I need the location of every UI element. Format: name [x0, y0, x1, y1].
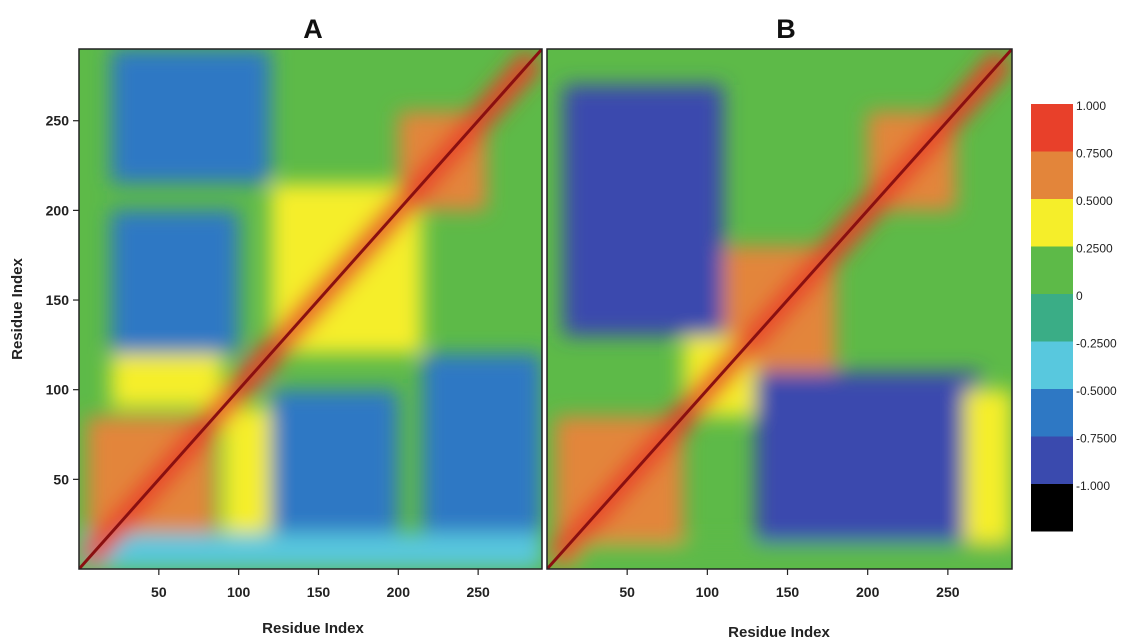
colorbar-label: -0.5000: [1076, 384, 1117, 398]
colorbar-swatch: [1031, 246, 1073, 294]
panel-a-x-tick-label: 250: [466, 584, 490, 600]
panel-a-x-tick-label: 100: [227, 584, 251, 600]
panel-b-x-tick-label: 150: [776, 584, 800, 600]
panel-a-y-tick-label: 250: [46, 113, 70, 129]
panel-a-block: [110, 353, 223, 408]
colorbar: 1.000 0.7500 0.5000 0.2500 0 -0.2500 -0.5000 -0…: [1031, 99, 1117, 532]
panel-b-ticks: 50 100 150 200 250: [619, 569, 960, 600]
colorbar-label: 1.000: [1076, 99, 1106, 113]
colorbar-swatch: [1031, 294, 1073, 342]
panel-b-xlabel: Residue Index: [728, 624, 830, 641]
panel-a-ticks: 50 100 150 200 250 50 100 150 200 250: [46, 113, 490, 600]
panel-a-xlabel: Residue Index: [262, 620, 364, 637]
panel-a-y-tick-label: 150: [46, 292, 70, 308]
panel-a-y-tick-label: 50: [53, 471, 69, 487]
panel-a-block: [110, 49, 271, 184]
colorbar-label: 0.2500: [1076, 242, 1113, 256]
colorbar-swatch: [1031, 389, 1073, 437]
panel-b-block: [547, 542, 1012, 569]
panel-a-ylabel: Residue Index: [9, 257, 26, 359]
panel-b-title: B: [776, 14, 796, 44]
panel-a-y-tick-label: 100: [46, 382, 70, 398]
colorbar-swatch: [1031, 151, 1073, 199]
colorbar-swatch: [1031, 341, 1073, 389]
panel-b-x-tick-label: 200: [856, 584, 880, 600]
panel-b: B 50 100 150 200 250 Residue Index: [546, 14, 1013, 641]
panel-a-x-tick-label: 50: [151, 584, 167, 600]
panel-a-block: [79, 533, 542, 569]
panel-a-y-tick-label: 200: [46, 202, 70, 218]
panel-b-frame: [546, 48, 1013, 570]
colorbar-label: 0.5000: [1076, 194, 1113, 208]
panel-a-block: [422, 353, 542, 534]
panel-b-x-tick-label: 100: [696, 584, 720, 600]
colorbar-swatch: [1031, 199, 1073, 247]
panel-a-x-tick-label: 200: [387, 584, 411, 600]
panel-b-block: [563, 84, 724, 336]
panel-b-block: [963, 389, 1012, 552]
panel-a-diagonal: [79, 49, 542, 569]
colorbar-label: 0.7500: [1076, 147, 1113, 161]
colorbar-label: -1.000: [1076, 479, 1110, 493]
panel-a-block: [270, 389, 399, 534]
panel-b-diagonal: [547, 49, 1012, 569]
colorbar-swatch: [1031, 104, 1073, 152]
colorbar-swatch: [1031, 484, 1073, 532]
colorbar-label: -0.7500: [1076, 432, 1117, 446]
panel-a-title: A: [303, 14, 323, 44]
panel-b-x-tick-label: 250: [936, 584, 960, 600]
colorbar-label: -0.2500: [1076, 337, 1117, 351]
panel-a: A 50 100 150 200 250 50 100 150 200 250 Residue I…: [9, 14, 543, 637]
panel-a-x-tick-label: 150: [307, 584, 331, 600]
colorbar-swatch: [1031, 436, 1073, 484]
panel-a-frame: [78, 48, 543, 570]
panel-a-block: [222, 407, 271, 534]
panel-a-block: [110, 210, 239, 354]
panel-b-block: [755, 371, 980, 552]
panel-b-x-tick-label: 50: [619, 584, 635, 600]
colorbar-label: 0: [1076, 289, 1083, 303]
